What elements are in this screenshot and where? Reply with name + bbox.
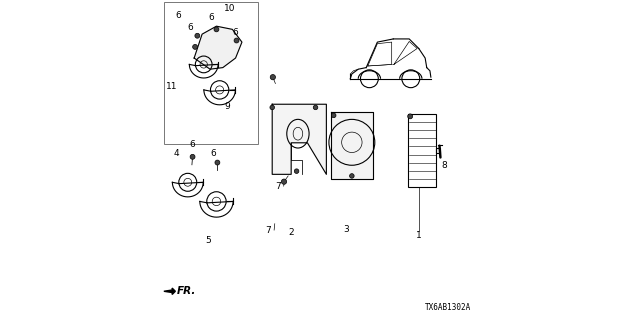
- Text: 6: 6: [208, 13, 214, 22]
- Text: 1: 1: [416, 231, 422, 240]
- Circle shape: [294, 169, 299, 173]
- Text: 4: 4: [174, 149, 179, 158]
- Circle shape: [270, 75, 275, 80]
- Text: 6: 6: [187, 23, 193, 32]
- Circle shape: [234, 38, 239, 43]
- Text: 7: 7: [266, 226, 271, 235]
- Text: 6: 6: [233, 28, 239, 37]
- Text: 7: 7: [275, 182, 281, 191]
- Circle shape: [193, 44, 198, 49]
- Text: 10: 10: [225, 4, 236, 13]
- Text: 6: 6: [189, 140, 195, 149]
- Polygon shape: [331, 112, 372, 179]
- Circle shape: [408, 114, 413, 119]
- Circle shape: [282, 179, 287, 184]
- Text: 3: 3: [343, 225, 349, 234]
- Circle shape: [349, 174, 354, 178]
- Text: 5: 5: [205, 236, 211, 245]
- Circle shape: [215, 160, 220, 165]
- Bar: [164, 2, 258, 144]
- Circle shape: [332, 113, 336, 118]
- Text: TX6AB1302A: TX6AB1302A: [425, 303, 471, 312]
- Polygon shape: [194, 26, 242, 69]
- Circle shape: [195, 33, 200, 38]
- Polygon shape: [164, 288, 175, 294]
- Circle shape: [214, 27, 219, 32]
- Circle shape: [190, 154, 195, 159]
- Text: 9: 9: [224, 102, 230, 111]
- Text: 2: 2: [288, 228, 294, 237]
- Text: 6: 6: [175, 11, 181, 20]
- Circle shape: [313, 105, 318, 110]
- Circle shape: [270, 105, 275, 110]
- Text: 11: 11: [166, 82, 177, 91]
- Bar: [408, 114, 436, 187]
- Polygon shape: [272, 104, 326, 174]
- Text: FR.: FR.: [177, 286, 196, 296]
- Text: 6: 6: [211, 149, 216, 158]
- Bar: [436, 148, 440, 153]
- Text: 8: 8: [442, 161, 447, 170]
